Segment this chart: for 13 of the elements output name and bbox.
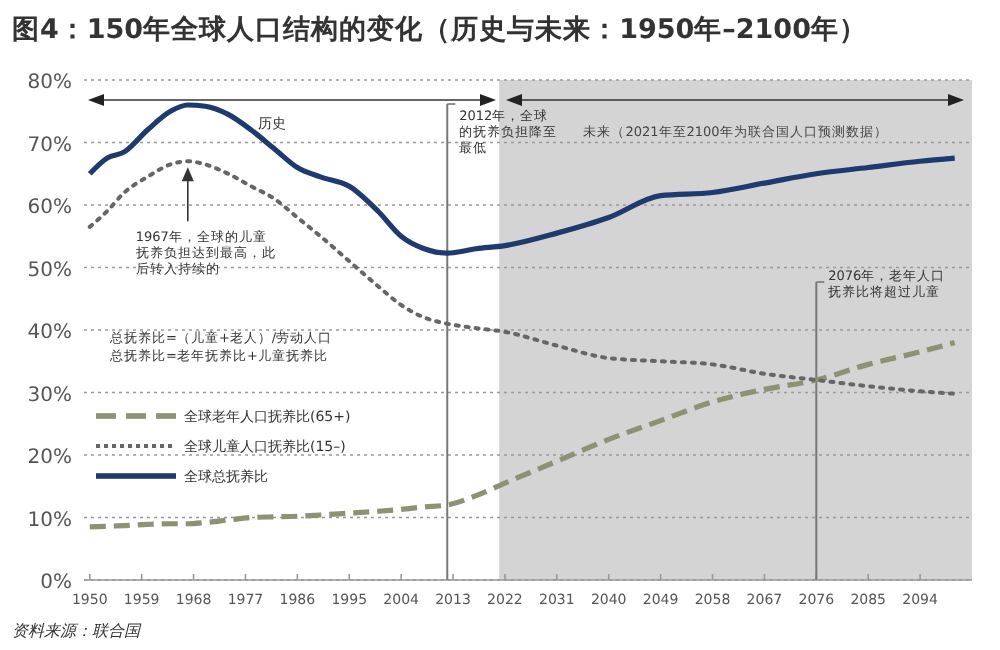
y-tick-label: 40% xyxy=(27,322,72,344)
y-tick-label: 70% xyxy=(27,134,72,157)
y-tick-label: 50% xyxy=(27,259,72,282)
y-tick-label: 80% xyxy=(27,72,72,94)
y-tick-label: 30% xyxy=(27,384,72,407)
y-tick-label: 10% xyxy=(27,509,72,532)
chart-title: 图4：150年全球人口结构的变化（历史与未来：1950年–2100年） xyxy=(12,12,867,46)
y-tick-label: 60% xyxy=(27,197,72,219)
line-series xyxy=(87,159,957,396)
text: 资料来源：联合国 xyxy=(12,622,142,640)
y-tick-label: 0% xyxy=(40,572,72,594)
y-tick-label: 20% xyxy=(27,447,72,469)
line-series xyxy=(87,102,958,256)
